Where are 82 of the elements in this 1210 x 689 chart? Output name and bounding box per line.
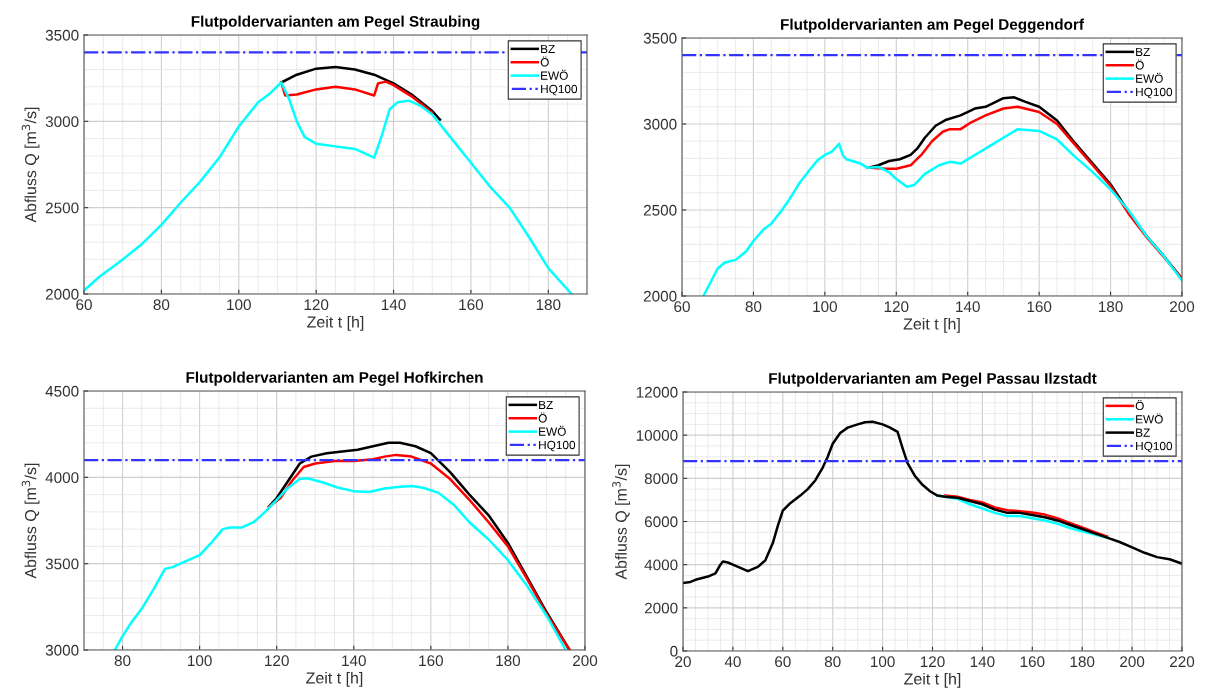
chart-title: Flutpoldervarianten am Pegel Passau Ilzstadt	[769, 372, 1097, 387]
x-axis-title: Zeit t [h]	[306, 671, 363, 687]
x-tick-label: 220	[1170, 656, 1195, 668]
y-tick-label: 2500	[643, 204, 677, 216]
legend-label: EWÖ	[1136, 413, 1163, 424]
x-tick-label: 180	[496, 655, 521, 667]
x-tick-label: 80	[153, 299, 170, 311]
x-tick-label: 40	[724, 656, 741, 668]
x-tick-label: 200	[573, 655, 598, 667]
legend-label: HQ100	[539, 440, 576, 452]
x-tick-label: 120	[265, 655, 289, 667]
y-tick-label: 2000	[644, 602, 678, 614]
x-tick-label: 140	[956, 301, 980, 313]
legend-label: BZ	[541, 44, 555, 53]
x-tick-label: 100	[188, 655, 212, 667]
x-tick-label: 200	[1120, 656, 1145, 668]
y-tick-label: 3500	[45, 558, 79, 570]
y-tick-label: 6000	[644, 516, 678, 528]
y-tick-label: 8000	[644, 473, 678, 485]
legend-label: HQ100	[541, 84, 578, 96]
legend-label: BZ	[539, 400, 553, 409]
line-series	[702, 127, 1182, 296]
y-tick-label: 0	[670, 645, 678, 657]
legend-label: Ö	[1135, 400, 1144, 411]
legend-label: Ö	[1135, 59, 1144, 70]
y-tick-label: 4500	[45, 385, 79, 397]
x-tick-label: 200	[1170, 301, 1195, 313]
x-tick-label: 160	[1027, 301, 1052, 313]
y-tick-label: 10000	[636, 430, 678, 441]
x-tick-label: 180	[1070, 656, 1095, 668]
legend-label: HQ100	[1136, 441, 1173, 453]
y-tick-label: 3000	[45, 116, 79, 128]
x-axis-title: Zeit t [h]	[903, 317, 960, 333]
x-tick-label: 100	[227, 299, 251, 311]
line-series	[113, 476, 567, 650]
legend-label: EWÖ	[1136, 72, 1163, 83]
y-axis-title: Abfluss Q [m$^{3}$/s]	[612, 464, 630, 580]
y-tick-label: 3000	[45, 644, 79, 656]
x-tick-label: 120	[304, 299, 329, 311]
y-tick-label: 2500	[45, 202, 79, 214]
x-tick-label: 60	[76, 299, 92, 311]
x-tick-label: 60	[775, 656, 791, 668]
x-axis-title: Zeit t [h]	[307, 315, 364, 331]
legend-label: BZ	[1136, 47, 1150, 56]
line-series	[280, 80, 434, 114]
x-tick-label: 80	[824, 656, 841, 668]
x-tick-label: 160	[1020, 656, 1045, 668]
chart-title: Flutpoldervarianten am Pegel Deggendorf	[781, 18, 1084, 33]
legend-label: HQ100	[1136, 87, 1173, 99]
x-tick-label: 120	[920, 656, 945, 668]
y-tick-label: 4000	[644, 559, 678, 571]
legend-label: Ö	[538, 412, 547, 423]
y-tick-label: 12000	[636, 386, 678, 398]
x-axis-title: Zeit t [h]	[904, 672, 961, 688]
x-tick-label: 180	[1098, 301, 1123, 313]
chart-title: Flutpoldervarianten am Pegel Straubing	[191, 15, 480, 30]
legend-label: BZ	[1136, 428, 1150, 437]
y-tick-label: 4000	[45, 472, 79, 484]
x-tick-label: 100	[871, 656, 895, 668]
x-tick-label: 100	[813, 301, 838, 313]
y-tick-label: 3000	[643, 118, 677, 130]
x-tick-label: 160	[459, 299, 484, 311]
legend-label: EWÖ	[539, 425, 566, 436]
x-tick-label: 140	[381, 299, 406, 311]
x-tick-label: 80	[114, 655, 131, 667]
y-tick-label: 2000	[643, 290, 677, 302]
y-tick-label: 3500	[643, 32, 677, 44]
y-tick-label: 2000	[45, 288, 79, 300]
legend-label: EWÖ	[541, 69, 568, 80]
y-axis-title: Abfluss Q [m$^{3}$/s]	[21, 463, 40, 579]
x-tick-label: 120	[884, 301, 909, 313]
y-tick-label: 3500	[45, 29, 79, 41]
x-tick-label: 140	[970, 656, 995, 668]
chart-title: Flutpoldervarianten am Pegel Hofkirchen	[186, 371, 483, 386]
legend-label: Ö	[540, 56, 549, 67]
x-tick-label: 60	[674, 301, 690, 313]
x-tick-label: 20	[675, 656, 691, 668]
x-tick-label: 140	[342, 655, 366, 667]
x-tick-label: 160	[419, 655, 443, 667]
x-tick-label: 180	[536, 299, 561, 311]
y-axis-title: Abfluss Q [m$^{3}$/s]	[21, 107, 40, 223]
x-tick-label: 80	[745, 301, 762, 313]
